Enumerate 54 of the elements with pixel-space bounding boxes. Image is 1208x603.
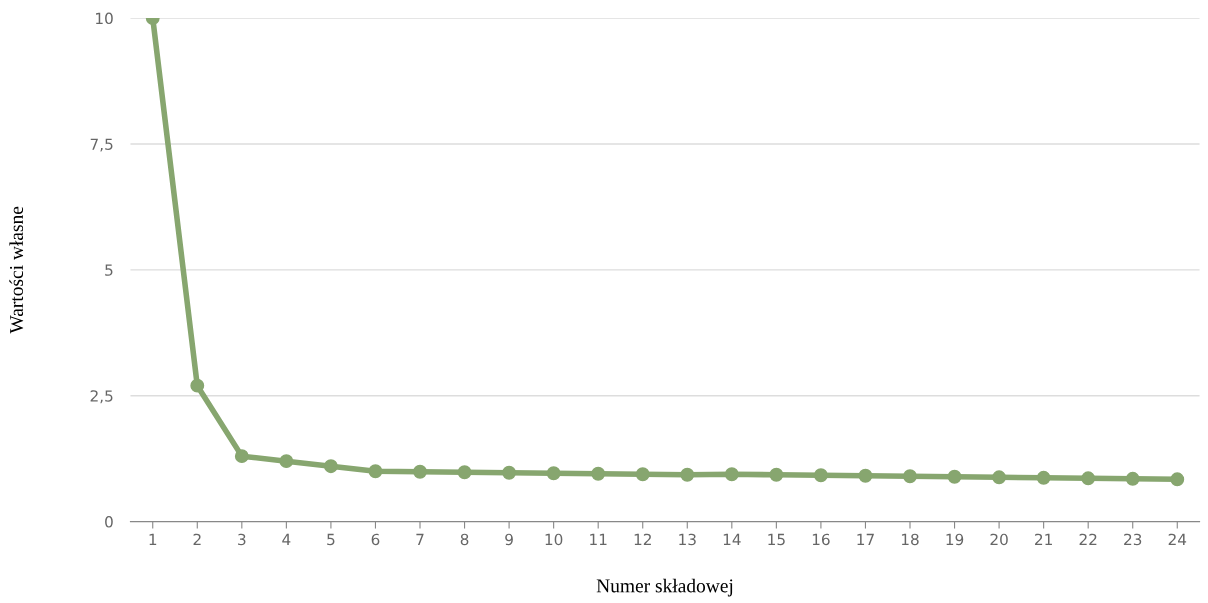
point <box>546 466 561 481</box>
point <box>1170 472 1185 487</box>
x-axis-title: Numer składowej <box>596 578 733 597</box>
x-tick-label: 14 <box>723 533 741 546</box>
x-tick-label: 12 <box>634 533 651 546</box>
y-axis-title: Wartości własne <box>9 206 24 334</box>
x-tick-label: 17 <box>857 533 874 546</box>
x-tick-label: 8 <box>460 533 469 546</box>
x-tick-label: 6 <box>371 533 380 546</box>
point <box>680 467 695 482</box>
x-tick-label: 22 <box>1079 533 1097 546</box>
point <box>1125 471 1140 486</box>
x-tick-label: 10 <box>545 533 563 546</box>
point <box>413 464 427 479</box>
point <box>858 468 873 483</box>
point <box>368 464 383 479</box>
x-tick-label: 3 <box>238 533 246 546</box>
x-tick-label: 9 <box>505 533 513 546</box>
x-tick-label: 2 <box>193 533 201 546</box>
point <box>457 465 472 480</box>
x-tick-label: 21 <box>1035 533 1052 546</box>
point <box>992 470 1007 485</box>
x-tick-label: 23 <box>1124 533 1142 546</box>
point <box>813 468 828 483</box>
x-tick-label: 5 <box>327 533 335 546</box>
point <box>190 378 205 393</box>
point <box>903 469 917 484</box>
point <box>724 467 739 482</box>
x-tick-label: 4 <box>282 533 291 546</box>
point <box>323 459 338 474</box>
x-tick-label: 16 <box>812 533 830 546</box>
point <box>1036 470 1051 485</box>
x-tick-label: 24 <box>1168 533 1187 546</box>
point <box>234 449 249 464</box>
point <box>279 454 294 469</box>
x-tick-label: 7 <box>416 533 424 546</box>
y-tick-label: 0 <box>105 516 113 528</box>
x-tick-label: 15 <box>768 533 785 546</box>
point <box>769 467 784 482</box>
y-tick-label: 2,5 <box>90 390 113 404</box>
point <box>502 465 517 480</box>
point <box>635 467 650 482</box>
x-tick-label: 13 <box>679 533 696 546</box>
x-tick-label: 19 <box>946 533 964 546</box>
y-tick-label: 5 <box>105 264 113 276</box>
point <box>591 466 606 481</box>
y-tick-label: 10 <box>96 12 113 25</box>
point <box>1081 471 1096 486</box>
y-tick-label: 7,5 <box>90 138 113 152</box>
point <box>947 469 962 484</box>
x-tick-label: 18 <box>901 533 919 546</box>
x-tick-label: 20 <box>990 533 1008 546</box>
x-tick-label: 1 <box>149 533 157 546</box>
x-tick-label: 11 <box>590 533 607 546</box>
